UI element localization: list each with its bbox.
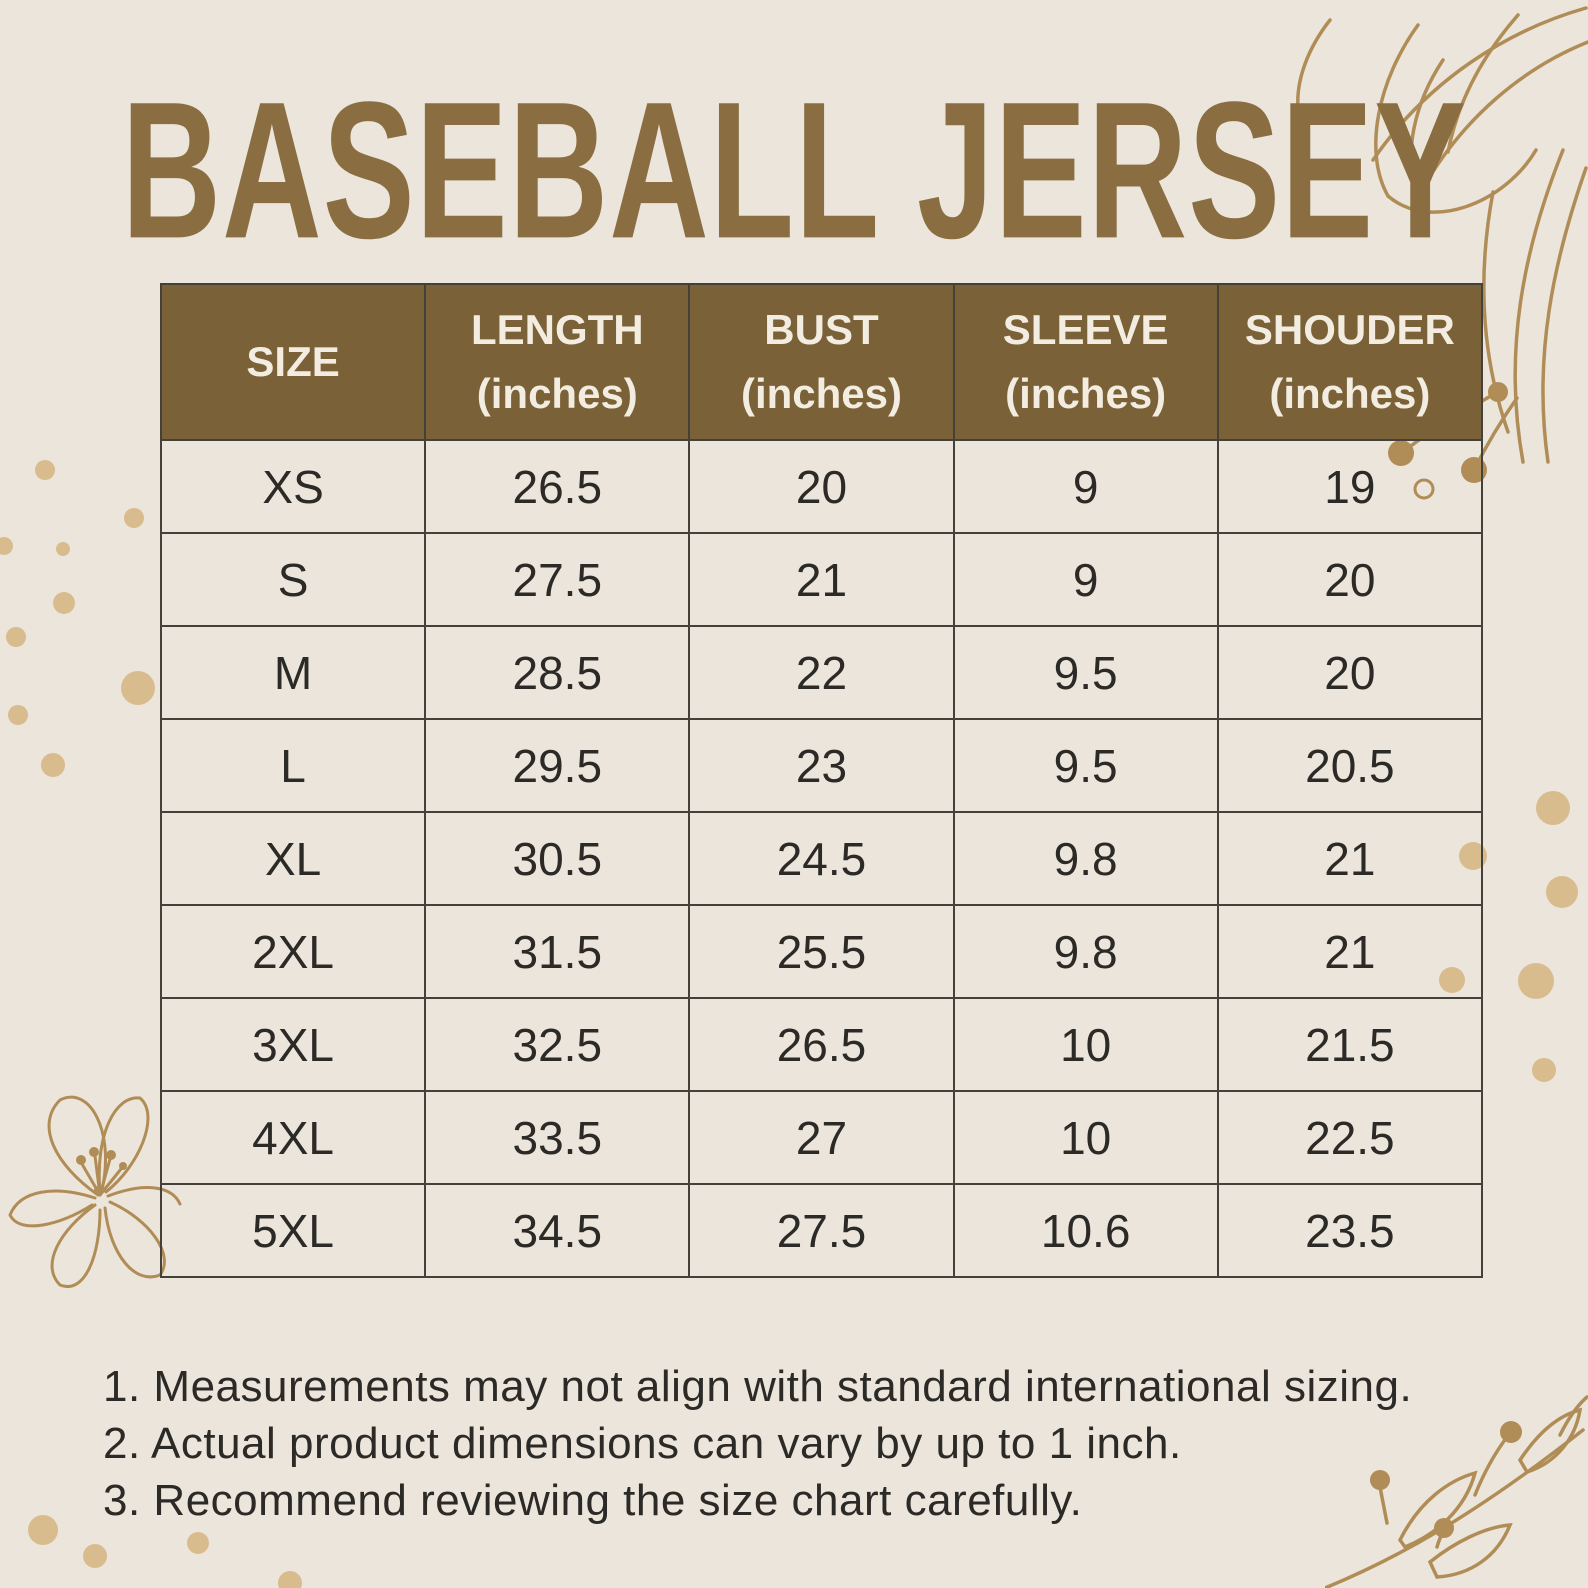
- column-header-unit: (inches): [476, 370, 638, 417]
- column-header: SLEEVE (inches): [952, 283, 1219, 441]
- scatter-dots-left: [0, 460, 155, 777]
- header-row: SIZE LENGTH (inches) BUST (inches) SLEEVE (inc…: [159, 283, 1484, 441]
- size-chart-table: SIZE LENGTH (inches) BUST (inches) SLEEVE (inc…: [159, 283, 1484, 1278]
- table-row: L 29.5 23 9.5 20.5: [159, 718, 1484, 813]
- page-title: BASEBALL JERSEY: [121, 60, 1467, 279]
- column-header: BUST (inches): [688, 283, 955, 441]
- table-row: S 27.5 21 9 20: [159, 532, 1484, 627]
- table-body: XS 26.5 20 9 19 S 27.5 21 9 20 M 28.5 22 9.5 20 L 29.5 23…: [159, 439, 1484, 1278]
- table-row: XS 26.5 20 9 19: [159, 439, 1484, 534]
- column-header-unit: (inches): [1269, 370, 1431, 417]
- measurement-cell: 20: [1216, 532, 1484, 627]
- size-cell: 2XL: [159, 904, 427, 999]
- table-row: XL 30.5 24.5 9.8 21: [159, 811, 1484, 906]
- size-cell: XL: [159, 811, 427, 906]
- measurement-cell: 24.5: [688, 811, 955, 906]
- measurement-cell: 25.5: [688, 904, 955, 999]
- measurement-cell: 28.5: [424, 625, 691, 720]
- measurement-cell: 21: [688, 532, 955, 627]
- column-header-unit: (inches): [740, 370, 902, 417]
- measurement-cell: 26.5: [688, 997, 955, 1092]
- measurement-cell: 21.5: [1216, 997, 1484, 1092]
- measurement-cell: 10: [952, 997, 1219, 1092]
- size-cell: L: [159, 718, 427, 813]
- measurement-cell: 9.8: [952, 811, 1219, 906]
- size-cell: 3XL: [159, 997, 427, 1092]
- size-cell: XS: [159, 439, 427, 534]
- measurement-cell: 22.5: [1216, 1090, 1484, 1185]
- measurement-cell: 27.5: [424, 532, 691, 627]
- column-header-label: BUST: [764, 305, 879, 353]
- measurement-cell: 9: [952, 439, 1219, 534]
- measurement-cell: 9.5: [952, 625, 1219, 720]
- measurement-cell: 30.5: [424, 811, 691, 906]
- measurement-cell: 23: [688, 718, 955, 813]
- measurement-cell: 22: [688, 625, 955, 720]
- flower-illustration-bottom-left: [8, 1095, 182, 1289]
- measurement-cell: 34.5: [424, 1183, 691, 1278]
- table-row: 4XL 33.5 27 10 22.5: [159, 1090, 1484, 1185]
- measurement-cell: 27: [688, 1090, 955, 1185]
- column-header-label: SIZE: [246, 337, 340, 385]
- column-header-label: SHOUDER: [1244, 305, 1455, 353]
- column-header: SHOUDER (inches): [1216, 283, 1484, 441]
- column-header: SIZE: [159, 283, 427, 441]
- size-cell: 5XL: [159, 1183, 427, 1278]
- table-row: 5XL 34.5 27.5 10.6 23.5: [159, 1183, 1484, 1278]
- measurement-cell: 10: [952, 1090, 1219, 1185]
- measurement-cell: 32.5: [424, 997, 691, 1092]
- measurement-cell: 21: [1216, 904, 1484, 999]
- note-line: 2. Actual product dimensions can vary by…: [103, 1419, 1182, 1468]
- column-header-label: SLEEVE: [1002, 305, 1169, 353]
- measurement-cell: 19: [1216, 439, 1484, 534]
- measurement-cell: 26.5: [424, 439, 691, 534]
- column-header: LENGTH (inches): [424, 283, 691, 441]
- measurement-cell: 23.5: [1216, 1183, 1484, 1278]
- note-line: 1. Measurements may not align with stand…: [103, 1362, 1413, 1411]
- table-row: M 28.5 22 9.5 20: [159, 625, 1484, 720]
- table-row: 3XL 32.5 26.5 10 21.5: [159, 997, 1484, 1092]
- measurement-cell: 20: [688, 439, 955, 534]
- measurement-cell: 9.8: [952, 904, 1219, 999]
- size-cell: M: [159, 625, 427, 720]
- table-header: SIZE LENGTH (inches) BUST (inches) SLEEVE (inc…: [159, 283, 1484, 441]
- measurement-cell: 29.5: [424, 718, 691, 813]
- measurement-cell: 21: [1216, 811, 1484, 906]
- size-cell: 4XL: [159, 1090, 427, 1185]
- measurement-cell: 10.6: [952, 1183, 1219, 1278]
- measurement-cell: 27.5: [688, 1183, 955, 1278]
- title-wrap: BASEBALL JERSEY: [0, 58, 1588, 279]
- footnotes: 1. Measurements may not align with stand…: [103, 1358, 1412, 1529]
- measurement-cell: 20: [1216, 625, 1484, 720]
- note-line: 3. Recommend reviewing the size chart ca…: [103, 1476, 1083, 1525]
- table-row: 2XL 31.5 25.5 9.8 21: [159, 904, 1484, 999]
- column-header-unit: (inches): [1005, 370, 1167, 417]
- size-cell: S: [159, 532, 427, 627]
- measurement-cell: 9: [952, 532, 1219, 627]
- measurement-cell: 33.5: [424, 1090, 691, 1185]
- measurement-cell: 20.5: [1216, 718, 1484, 813]
- column-header-label: LENGTH: [470, 305, 644, 353]
- measurement-cell: 31.5: [424, 904, 691, 999]
- measurement-cell: 9.5: [952, 718, 1219, 813]
